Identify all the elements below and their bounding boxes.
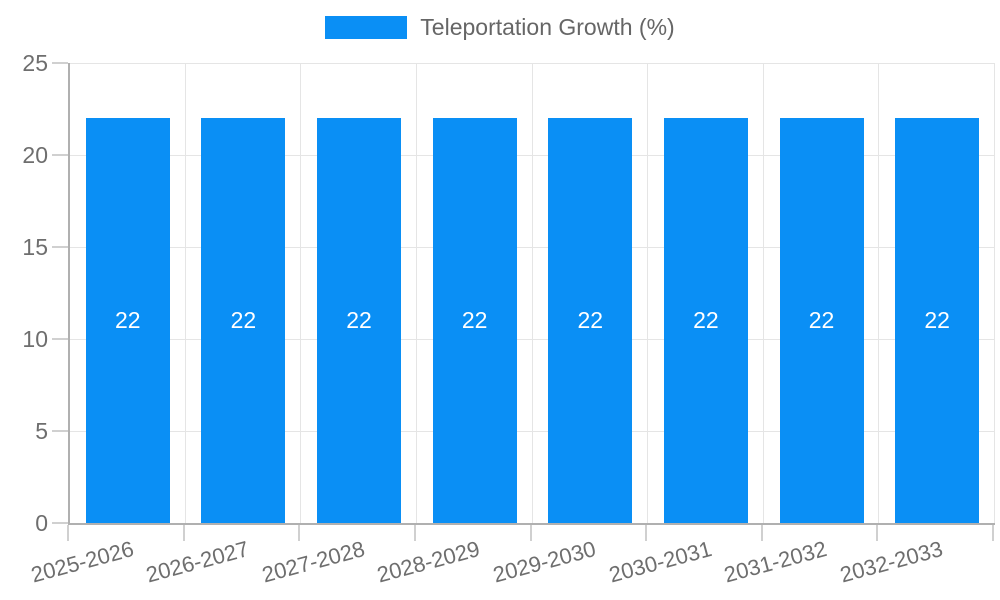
legend[interactable]: Teleportation Growth (%) xyxy=(0,14,1000,41)
y-tick-label: 5 xyxy=(35,418,48,444)
x-tick-mark xyxy=(529,525,532,541)
x-tick-label: 2030-2031 xyxy=(606,536,715,588)
y-tick-mark xyxy=(52,338,68,340)
y-gridline xyxy=(70,247,995,248)
bar[interactable]: 22 xyxy=(317,118,402,523)
x-gridline xyxy=(647,63,649,523)
x-tick-label: 2025-2026 xyxy=(27,536,137,588)
x-gridline xyxy=(878,63,880,523)
x-tick-mark xyxy=(645,525,648,541)
y-gridline xyxy=(70,431,995,432)
x-tick-label: 2032-2033 xyxy=(837,536,946,588)
x-tick-mark xyxy=(760,525,763,541)
legend-swatch-icon xyxy=(325,16,408,39)
bar[interactable]: 22 xyxy=(548,118,633,523)
bar[interactable]: 22 xyxy=(201,118,286,523)
x-gridline xyxy=(762,63,764,523)
bar-value-label: 22 xyxy=(577,307,604,334)
y-tick-label: 0 xyxy=(35,510,48,536)
bar-value-label: 22 xyxy=(230,307,257,334)
bar-value-label: 22 xyxy=(924,307,950,334)
y-tick-label: 25 xyxy=(22,50,48,76)
bar-value-label: 22 xyxy=(346,307,372,334)
x-gridline xyxy=(531,63,533,523)
y-tick-label: 15 xyxy=(22,234,48,260)
y-tick-mark xyxy=(52,246,68,248)
y-tick-mark xyxy=(52,62,68,64)
y-tick-label: 20 xyxy=(22,142,48,168)
bar-value-label: 22 xyxy=(808,307,835,334)
x-tick-label: 2028-2029 xyxy=(374,536,483,588)
y-tick-mark xyxy=(52,154,68,156)
bar[interactable]: 22 xyxy=(895,118,980,523)
x-tick-mark xyxy=(992,525,994,541)
x-gridline xyxy=(994,63,995,523)
y-tick-mark xyxy=(52,522,68,524)
x-gridline xyxy=(300,63,302,523)
bar-value-label: 22 xyxy=(693,307,719,334)
bar-value-label: 22 xyxy=(115,307,141,334)
y-tick-mark xyxy=(52,430,68,432)
y-gridline xyxy=(70,63,995,64)
bar[interactable]: 22 xyxy=(663,118,748,523)
bar[interactable]: 22 xyxy=(85,118,170,523)
x-tick-mark xyxy=(298,525,301,541)
y-gridline xyxy=(70,339,995,340)
x-tick-mark xyxy=(413,525,416,541)
bar[interactable]: 22 xyxy=(779,118,864,523)
plot-area: 22 22 22 22 22 22 22 22 xyxy=(68,63,995,525)
bar[interactable]: 22 xyxy=(432,118,517,523)
y-tick-label: 10 xyxy=(22,326,48,352)
x-tick-label: 2031-2032 xyxy=(721,536,830,588)
x-tick-mark xyxy=(876,525,879,541)
x-tick-label: 2026-2027 xyxy=(143,536,252,588)
bar-value-label: 22 xyxy=(461,307,488,334)
x-tick-mark xyxy=(67,525,69,541)
x-gridline xyxy=(415,63,417,523)
x-gridline xyxy=(184,63,186,523)
y-gridline xyxy=(70,155,995,156)
x-tick-label: 2029-2030 xyxy=(490,536,599,588)
legend-label: Teleportation Growth (%) xyxy=(420,14,675,40)
x-tick-mark xyxy=(182,525,185,541)
x-tick-label: 2027-2028 xyxy=(259,536,368,588)
